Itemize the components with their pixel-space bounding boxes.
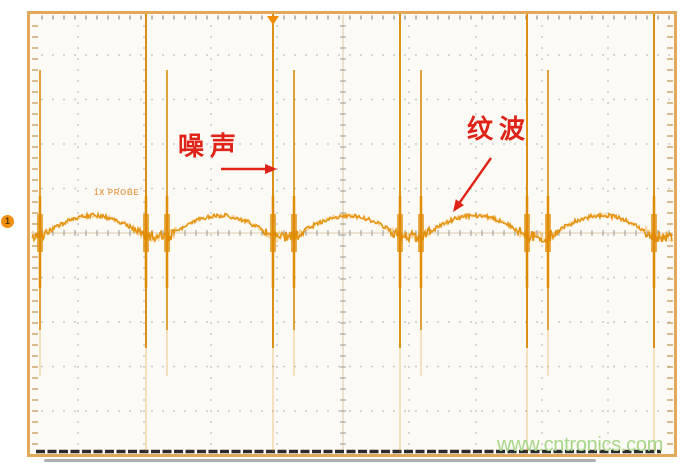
waveform-trace bbox=[31, 212, 673, 244]
watermark-text: www.cntronics.com bbox=[497, 434, 664, 456]
noise-annotation-label: 噪声 bbox=[178, 132, 243, 162]
probe-label: 1X PROBE bbox=[94, 188, 140, 197]
ripple-annotation-label: 纹波 bbox=[467, 115, 532, 145]
scope-frame bbox=[27, 11, 677, 457]
trigger-triangle-icon bbox=[267, 16, 279, 25]
ripple-arrow-icon bbox=[453, 199, 464, 212]
channel-1-badge: 1 bbox=[1, 215, 14, 228]
noise-arrow-icon bbox=[265, 164, 277, 174]
cropped-element-below bbox=[44, 459, 596, 462]
waveform-trace bbox=[31, 211, 673, 245]
